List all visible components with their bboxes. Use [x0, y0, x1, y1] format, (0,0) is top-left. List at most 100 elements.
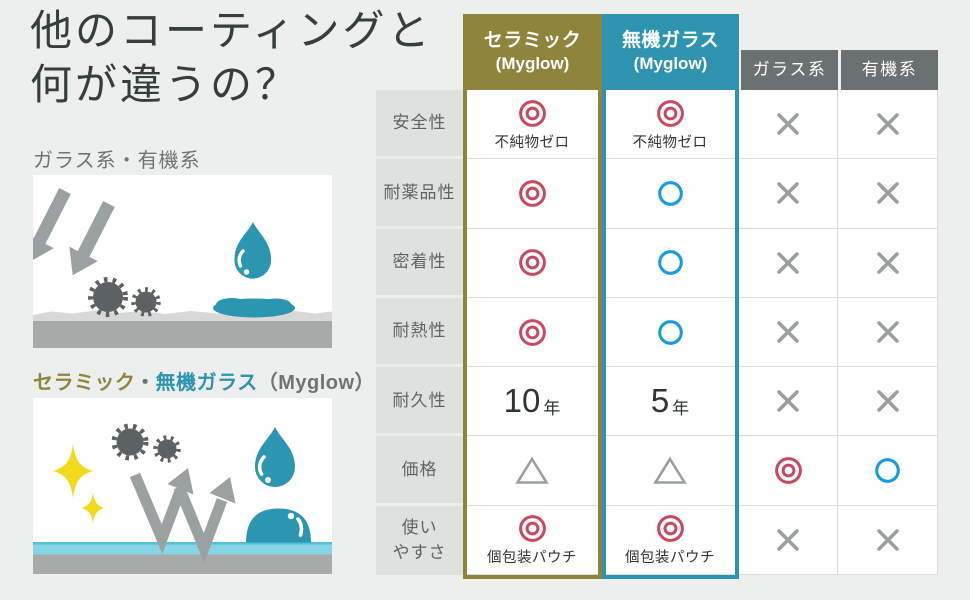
comparison-table: セラミック (Myglow) 無機ガラス (Myglow) ガラス系 有機系 安…: [376, 14, 938, 576]
table-cell: 10 年: [463, 367, 602, 437]
double-circle-icon: [774, 457, 802, 485]
double-circle-icon: [518, 180, 546, 207]
cross-icon: [777, 113, 799, 135]
column-header-organic: 有機系: [841, 50, 938, 90]
cell-unit: 年: [672, 398, 690, 418]
column-header-ceramic-line2: (Myglow): [495, 54, 570, 74]
coating-layer-edge: [33, 542, 332, 545]
column-header-inorganic-line1: 無機ガラス: [621, 30, 720, 52]
cell-value: 5: [650, 382, 670, 420]
table-cell: [739, 159, 838, 229]
water-drop-icon: [255, 427, 295, 487]
double-circle-icon: [656, 515, 684, 543]
water-drop-icon: [234, 222, 272, 279]
column-header-organic-label: 有機系: [861, 59, 918, 79]
circle-icon: [657, 319, 683, 345]
label-myglow: （Myglow）: [257, 372, 376, 394]
double-circle-icon: [518, 515, 546, 543]
cross-icon: [876, 251, 899, 274]
cross-icon: [876, 321, 899, 343]
table-cell: [838, 90, 938, 160]
dirt-particles-icon: [111, 423, 181, 463]
column-header-glass-label: ガラス系: [752, 59, 827, 79]
cell-note: 個包装パウチ: [487, 550, 577, 567]
dirt-arrows-icon: [25, 188, 115, 276]
table-cell: [838, 436, 938, 506]
table-row-label: 耐薬品性: [376, 159, 463, 229]
cross-icon: [876, 529, 899, 551]
table-cell: [602, 159, 739, 229]
cell-value: 10: [503, 382, 541, 420]
cross-icon: [777, 390, 799, 413]
table-row-label: 使い やすさ: [376, 505, 463, 576]
table-cell: [739, 297, 838, 368]
double-circle-icon: [518, 99, 546, 127]
table-cell: [838, 297, 938, 368]
table-cell: 不純物ゼロ: [602, 90, 739, 160]
circle-icon: [657, 181, 683, 206]
table-row-label: 価格: [376, 436, 463, 506]
cross-icon: [876, 113, 899, 135]
table-cell: [463, 436, 602, 506]
base-layer: [33, 554, 332, 574]
table-cell: [838, 159, 938, 229]
table-cell: [739, 90, 838, 160]
water-puddle-icon: [213, 298, 295, 318]
table-cell: [739, 367, 838, 437]
table-cell: [739, 436, 838, 506]
table-cell: [838, 228, 938, 298]
circle-icon: [657, 250, 683, 276]
glass-coating-illustration: [25, 175, 332, 348]
table-cell: [602, 436, 739, 506]
cell-note: 不純物ゼロ: [494, 134, 570, 151]
table-cell: [739, 505, 838, 576]
circle-icon: [875, 458, 900, 483]
table-cell: [463, 159, 602, 229]
cross-icon: [777, 321, 799, 343]
water-bead-icon: [246, 508, 311, 543]
myglow-coating-svg: [33, 398, 332, 574]
triangle-icon: [515, 456, 549, 484]
cross-icon: [876, 390, 899, 413]
myglow-coating-illustration: [33, 398, 332, 574]
diagram-label-glass-organic: ガラス系・有機系: [33, 150, 201, 172]
table-row-label: 密着性: [376, 228, 463, 298]
column-header-ceramic: セラミック (Myglow): [463, 14, 602, 90]
glass-coating-svg: [25, 175, 332, 348]
table-row-label: 耐久性: [376, 367, 463, 437]
cross-icon: [777, 529, 799, 551]
diagram-label-myglow: セラミック・無機ガラス（Myglow）: [33, 366, 375, 395]
label-separator: ・: [135, 372, 156, 394]
table-cell: 不純物ゼロ: [463, 90, 602, 160]
table-cell: 個包装パウチ: [463, 505, 602, 576]
double-circle-icon: [656, 99, 684, 127]
cell-note: 不純物ゼロ: [632, 134, 708, 151]
cross-icon: [777, 251, 799, 274]
table-row-label: 耐熱性: [376, 297, 463, 368]
cross-icon: [876, 182, 899, 205]
table-corner-spacer: [376, 14, 463, 90]
triangle-icon: [653, 456, 687, 484]
page-title-line1: 他のコーティングと: [30, 9, 433, 55]
label-ceramic: セラミック: [33, 372, 136, 394]
page-title: 他のコーティングと 何が違うの？: [30, 6, 432, 114]
table-cell: 個包装パウチ: [602, 505, 739, 576]
column-header-ceramic-line1: セラミック: [483, 30, 582, 52]
table-cell: [838, 367, 938, 437]
coating-layer: [33, 542, 332, 555]
label-inorganic-glass: 無機ガラス: [155, 372, 258, 394]
cross-icon: [777, 182, 799, 205]
table-row-label: 安全性: [376, 90, 463, 160]
column-header-inorganic-line2: (Myglow): [633, 54, 708, 74]
double-circle-icon: [518, 249, 546, 277]
sparkle-icon: [53, 444, 105, 524]
cell-note: 個包装パウチ: [625, 550, 715, 567]
double-circle-icon: [518, 318, 546, 346]
table-cell: [838, 505, 938, 576]
dirt-particles-icon: [88, 277, 161, 317]
table-cell: [463, 228, 602, 298]
column-header-inorganic-glass: 無機ガラス (Myglow): [602, 14, 739, 90]
table-cell: [602, 297, 739, 368]
